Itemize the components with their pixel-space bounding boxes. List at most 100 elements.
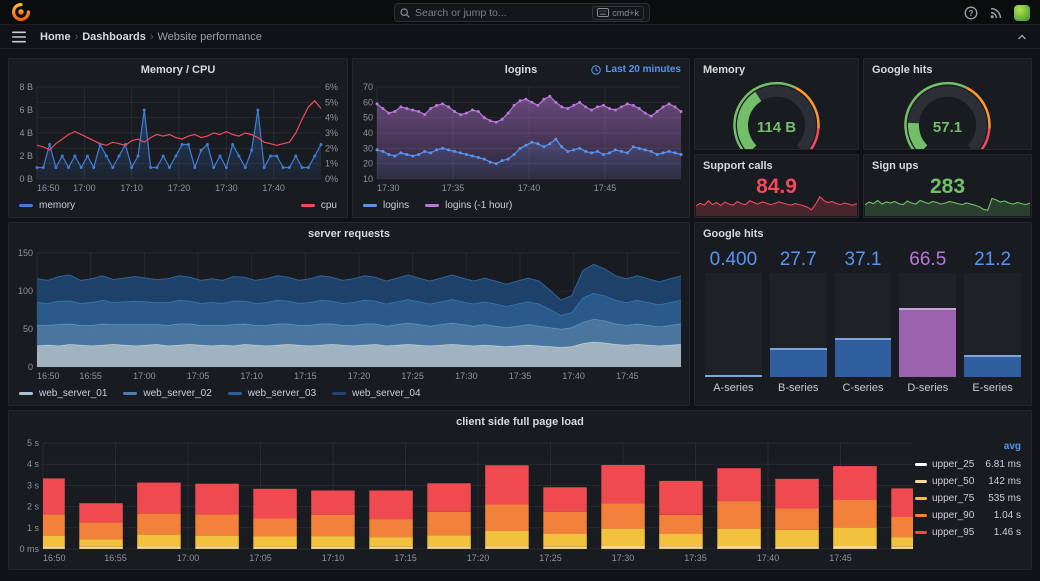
legend-item-upper_75[interactable]: upper_75 535 ms <box>915 490 1021 507</box>
legend-item-upper_50[interactable]: upper_50 142 ms <box>915 473 1021 490</box>
svg-text:17:00: 17:00 <box>73 183 96 193</box>
bargauge-track <box>705 273 762 377</box>
logins-chart[interactable]: 17:30 17:35 17:40 17:45 10 20 30 40 50 60 70 <box>353 81 689 195</box>
time-range-label: Last 20 minutes <box>605 64 681 75</box>
bargauge-fill <box>899 307 957 377</box>
bargauge-fill <box>705 375 762 377</box>
svg-text:150: 150 <box>18 248 33 258</box>
legend-item-web-server-01[interactable]: web_server_01 <box>19 388 107 399</box>
server-requests-legend: web_server_01 web_server_02 web_server_03 w… <box>9 383 689 403</box>
svg-text:5%: 5% <box>325 97 338 107</box>
help-icon[interactable]: ? <box>964 6 978 20</box>
svg-text:17:30: 17:30 <box>377 183 400 193</box>
svg-text:6 B: 6 B <box>19 105 33 115</box>
svg-text:4%: 4% <box>325 113 338 123</box>
svg-text:5 s: 5 s <box>27 438 40 448</box>
legend-label: web_server_01 <box>39 387 108 399</box>
legend-item-upper_90[interactable]: upper_90 1.04 s <box>915 507 1021 524</box>
news-feed-icon[interactable] <box>989 6 1003 20</box>
legend-label: web_server_04 <box>352 387 421 399</box>
legend-item-memory[interactable]: memory <box>19 200 75 211</box>
svg-text:16:50: 16:50 <box>37 183 60 193</box>
menu-toggle-icon[interactable] <box>12 31 26 43</box>
svg-text:1%: 1% <box>325 159 338 169</box>
keyboard-shortcut-badge: cmd+k <box>592 5 644 20</box>
svg-text:4 B: 4 B <box>19 128 33 138</box>
server-requests-chart[interactable]: 16:50 16:55 17:00 17:05 17:10 17:15 17:20 17:25… <box>9 245 689 383</box>
kbd-label: cmd+k <box>612 7 639 18</box>
panel-title[interactable]: Google hits <box>703 228 764 240</box>
svg-text:0 ms: 0 ms <box>19 544 39 554</box>
bargauge-value: 37.1 <box>844 249 882 270</box>
legend-swatch <box>915 531 927 534</box>
google-hits-gauge[interactable] <box>864 79 1031 149</box>
svg-text:60: 60 <box>363 97 373 107</box>
panel-memory-cpu: Memory / CPU 16:50 17:00 17:10 17:20 17:30 17… <box>8 58 348 218</box>
svg-text:17:15: 17:15 <box>294 371 317 381</box>
time-range-badge[interactable]: Last 20 minutes <box>591 64 681 75</box>
memory-cpu-chart[interactable]: 16:50 17:00 17:10 17:20 17:30 17:40 0 B 2 B 4 B 6… <box>9 81 347 195</box>
svg-text:17:25: 17:25 <box>539 553 562 563</box>
legend-avg-header[interactable]: avg <box>1003 441 1021 452</box>
bargauge-label: C-series <box>842 382 884 394</box>
search-input[interactable]: Search or jump to... cmd+k <box>394 3 650 22</box>
breadcrumb-bar: Home › Dashboards › Website performance <box>0 26 1040 49</box>
panel-server-requests: server requests 16:50 16:55 17:00 17:05 17:1… <box>8 222 690 406</box>
search-placeholder: Search or jump to... <box>415 6 507 19</box>
gauge-value: 57.1 <box>932 119 963 136</box>
panel-title[interactable]: Sign ups <box>872 160 919 172</box>
panel-title[interactable]: client side full page load <box>456 416 584 428</box>
legend-item-web-server-04[interactable]: web_server_04 <box>332 387 421 399</box>
svg-text:17:00: 17:00 <box>177 553 200 563</box>
svg-text:16:55: 16:55 <box>79 371 102 381</box>
svg-text:8 B: 8 B <box>19 82 33 92</box>
bargauge-column-d-series[interactable]: 66.5 D-series <box>899 249 957 397</box>
svg-text:17:45: 17:45 <box>616 371 639 381</box>
panel-memory-gauge: Memory 114 B <box>694 58 859 150</box>
breadcrumb-separator: › <box>74 31 79 43</box>
breadcrumb-home[interactable]: Home <box>40 31 71 43</box>
svg-text:17:15: 17:15 <box>394 553 417 563</box>
legend-item-web-server-03[interactable]: web_server_03 <box>227 388 316 399</box>
legend-label: logins <box>383 199 410 211</box>
panel-title[interactable]: logins <box>504 64 538 76</box>
memory-gauge[interactable] <box>695 79 858 149</box>
panel-title[interactable]: Support calls <box>703 160 773 172</box>
svg-text:17:00: 17:00 <box>133 371 156 381</box>
panel-title[interactable]: server requests <box>308 228 390 240</box>
legend-swatch <box>363 203 377 207</box>
bargauge-value: 0.400 <box>709 249 758 270</box>
legend-label: upper_25 <box>932 459 975 470</box>
stat-value: 84.9 <box>756 175 797 198</box>
svg-text:17:10: 17:10 <box>120 183 143 193</box>
bargauge-column-e-series[interactable]: 21.2 E-series <box>964 249 1021 397</box>
bargauge-column-b-series[interactable]: 27.7 B-series <box>769 249 827 397</box>
bargauge-column-c-series[interactable]: 37.1 C-series <box>834 249 892 397</box>
legend-item-logins[interactable]: logins <box>363 200 409 211</box>
user-avatar[interactable] <box>1014 4 1030 21</box>
svg-text:?: ? <box>969 9 974 18</box>
legend-item-cpu[interactable]: cpu <box>300 200 337 211</box>
page-load-chart[interactable]: 16:50 16:55 17:00 17:05 17:10 17:15 17:20 17:25… <box>9 433 1031 565</box>
legend-item-upper_25[interactable]: upper_25 6.81 ms <box>915 456 1021 473</box>
collapse-rows-icon[interactable] <box>1016 32 1028 42</box>
svg-text:50: 50 <box>363 113 373 123</box>
support-calls-sparkline <box>696 195 857 216</box>
legend-item-upper_95[interactable]: upper_95 1.46 s <box>915 524 1021 541</box>
breadcrumb-dashboards[interactable]: Dashboards <box>82 31 146 43</box>
panel-title[interactable]: Google hits <box>872 64 933 76</box>
page-load-legend: avg upper_25 6.81 ms upper_50 142 ms upper_75… <box>915 441 1021 541</box>
legend-item-logins-1-hour-[interactable]: logins (-1 hour) <box>425 200 512 211</box>
panel-google-hits-gauge: Google hits 57.1 <box>863 58 1032 150</box>
grafana-logo[interactable] <box>12 3 30 21</box>
panel-support-calls: Support calls 84.9 <box>694 154 859 218</box>
svg-text:17:05: 17:05 <box>187 371 210 381</box>
svg-text:16:55: 16:55 <box>104 553 127 563</box>
panel-title[interactable]: Memory <box>703 64 746 76</box>
panel-title[interactable]: Memory / CPU <box>140 64 216 76</box>
legend-item-web-server-02[interactable]: web_server_02 <box>123 388 212 399</box>
bargauge-fill <box>964 354 1021 377</box>
legend-avg-value: 535 ms <box>988 493 1021 504</box>
svg-text:1 s: 1 s <box>27 523 40 533</box>
bargauge-column-a-series[interactable]: 0.400 A-series <box>705 249 762 397</box>
